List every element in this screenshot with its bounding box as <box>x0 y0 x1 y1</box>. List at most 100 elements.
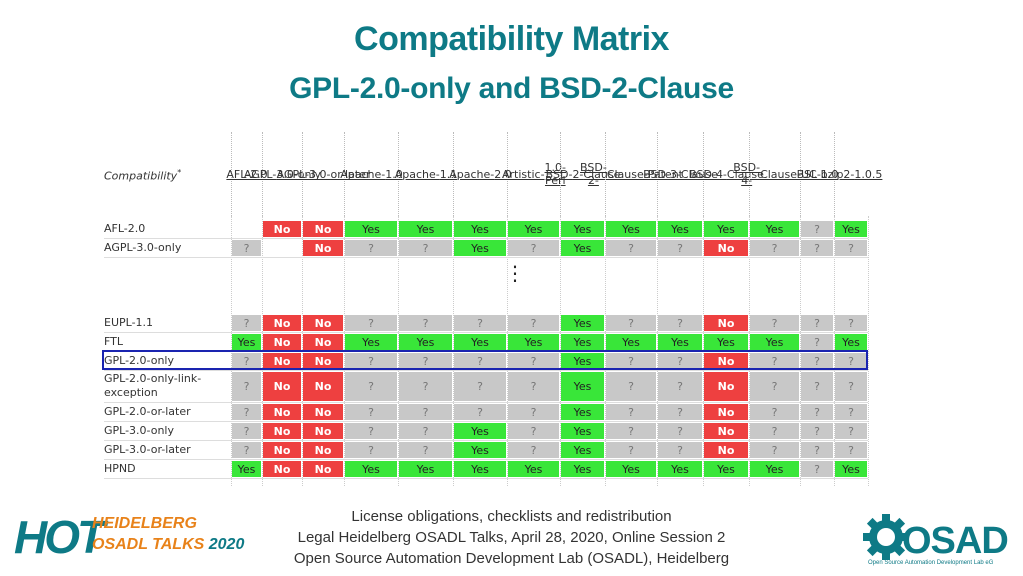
matrix-cell[interactable]: ? <box>345 404 397 420</box>
matrix-cell[interactable]: ? <box>232 404 261 420</box>
matrix-cell[interactable]: ? <box>232 315 261 331</box>
matrix-cell[interactable]: No <box>303 315 343 331</box>
matrix-cell[interactable]: ? <box>399 315 452 331</box>
column-header[interactable]: AFL- 2.0 <box>226 132 268 216</box>
matrix-cell[interactable]: Yes <box>561 461 604 477</box>
matrix-cell[interactable]: ? <box>399 353 452 369</box>
matrix-cell[interactable]: ? <box>835 372 867 401</box>
matrix-cell[interactable]: Yes <box>454 423 506 439</box>
matrix-cell[interactable]: Yes <box>345 221 397 237</box>
matrix-cell[interactable]: No <box>704 353 748 369</box>
matrix-cell[interactable]: No <box>303 404 343 420</box>
matrix-cell[interactable]: Yes <box>561 221 604 237</box>
matrix-cell[interactable]: ? <box>399 442 452 458</box>
matrix-cell[interactable]: No <box>263 461 301 477</box>
matrix-cell[interactable]: No <box>263 442 301 458</box>
matrix-cell[interactable]: ? <box>835 404 867 420</box>
matrix-cell[interactable]: No <box>303 372 343 401</box>
matrix-cell[interactable]: ? <box>658 423 702 439</box>
matrix-cell[interactable]: No <box>704 240 748 256</box>
column-header[interactable]: BSD- 3- Clause <box>643 132 718 216</box>
matrix-cell[interactable]: ? <box>801 221 833 237</box>
matrix-cell[interactable]: ? <box>801 461 833 477</box>
matrix-cell[interactable]: No <box>263 423 301 439</box>
matrix-cell[interactable]: Yes <box>606 334 656 350</box>
matrix-cell[interactable]: Yes <box>561 442 604 458</box>
matrix-cell[interactable]: No <box>263 315 301 331</box>
matrix-cell[interactable]: ? <box>801 334 833 350</box>
matrix-cell[interactable]: Yes <box>454 334 506 350</box>
matrix-cell[interactable]: ? <box>658 353 702 369</box>
matrix-cell[interactable]: No <box>704 315 748 331</box>
matrix-cell[interactable]: Yes <box>835 461 867 477</box>
matrix-cell[interactable]: ? <box>399 372 452 401</box>
row-label[interactable]: GPL-2.0-or-later <box>104 404 191 418</box>
matrix-cell[interactable]: ? <box>508 372 559 401</box>
matrix-cell[interactable]: Yes <box>399 461 452 477</box>
matrix-cell[interactable]: Yes <box>561 334 604 350</box>
matrix-cell[interactable]: ? <box>750 372 799 401</box>
matrix-cell[interactable]: ? <box>345 442 397 458</box>
matrix-cell[interactable]: ? <box>801 442 833 458</box>
row-label[interactable]: EUPL-1.1 <box>104 315 154 329</box>
matrix-cell[interactable]: ? <box>606 372 656 401</box>
matrix-cell[interactable]: ? <box>801 423 833 439</box>
matrix-cell[interactable]: ? <box>750 404 799 420</box>
matrix-cell[interactable]: ? <box>454 353 506 369</box>
matrix-cell[interactable]: ? <box>508 423 559 439</box>
matrix-cell[interactable]: Yes <box>232 334 261 350</box>
matrix-cell[interactable]: ? <box>835 240 867 256</box>
matrix-cell[interactable]: No <box>303 353 343 369</box>
matrix-cell[interactable]: Yes <box>508 221 559 237</box>
matrix-cell[interactable]: Yes <box>561 423 604 439</box>
matrix-cell[interactable]: No <box>263 353 301 369</box>
matrix-cell[interactable]: ? <box>750 423 799 439</box>
matrix-cell[interactable]: ? <box>606 442 656 458</box>
matrix-cell[interactable]: No <box>704 404 748 420</box>
matrix-cell[interactable] <box>232 221 261 237</box>
matrix-cell[interactable]: No <box>303 461 343 477</box>
matrix-cell[interactable]: ? <box>508 240 559 256</box>
matrix-cell[interactable]: Yes <box>561 353 604 369</box>
matrix-cell[interactable]: ? <box>835 442 867 458</box>
row-label[interactable]: AGPL-3.0-only <box>104 240 182 254</box>
matrix-cell[interactable]: Yes <box>704 221 748 237</box>
matrix-cell[interactable]: No <box>303 334 343 350</box>
matrix-cell[interactable]: Yes <box>508 461 559 477</box>
matrix-cell[interactable]: No <box>303 442 343 458</box>
matrix-cell[interactable]: No <box>263 372 301 401</box>
column-header[interactable]: BSD-2- Clause- Patent <box>580 132 683 216</box>
matrix-cell[interactable]: Yes <box>750 221 799 237</box>
row-label[interactable]: GPL-2.0-only-link-exception <box>104 372 202 399</box>
matrix-cell[interactable]: ? <box>345 315 397 331</box>
column-header[interactable]: AGPL- 3.0- or-later <box>277 132 370 216</box>
matrix-cell[interactable]: Yes <box>704 461 748 477</box>
matrix-cell[interactable]: ? <box>508 315 559 331</box>
matrix-cell[interactable]: ? <box>658 372 702 401</box>
matrix-cell[interactable]: ? <box>750 315 799 331</box>
matrix-cell[interactable]: Yes <box>454 461 506 477</box>
matrix-cell[interactable] <box>263 240 301 256</box>
matrix-cell[interactable]: ? <box>399 240 452 256</box>
matrix-cell[interactable]: ? <box>399 423 452 439</box>
matrix-cell[interactable]: ? <box>232 240 261 256</box>
matrix-cell[interactable]: Yes <box>750 461 799 477</box>
column-header[interactable]: BSD- 4- Clause <box>689 132 764 216</box>
matrix-cell[interactable]: ? <box>606 240 656 256</box>
column-header[interactable]: Apache- 2.0 <box>449 132 512 216</box>
matrix-cell[interactable]: Yes <box>658 221 702 237</box>
matrix-cell[interactable]: No <box>263 221 301 237</box>
matrix-cell[interactable]: Yes <box>835 221 867 237</box>
matrix-cell[interactable]: ? <box>801 372 833 401</box>
matrix-cell[interactable]: ? <box>508 404 559 420</box>
column-header[interactable]: BSD- 2- Clause <box>546 132 620 216</box>
matrix-cell[interactable]: ? <box>606 315 656 331</box>
matrix-cell[interactable]: ? <box>801 240 833 256</box>
matrix-cell[interactable]: ? <box>508 442 559 458</box>
column-header[interactable]: AGPL- 3.0- only <box>244 132 321 216</box>
column-header[interactable]: Apache- 1.1 <box>395 132 457 216</box>
matrix-cell[interactable]: ? <box>345 423 397 439</box>
matrix-cell[interactable]: ? <box>232 423 261 439</box>
matrix-cell[interactable]: Yes <box>345 334 397 350</box>
matrix-cell[interactable]: ? <box>835 353 867 369</box>
